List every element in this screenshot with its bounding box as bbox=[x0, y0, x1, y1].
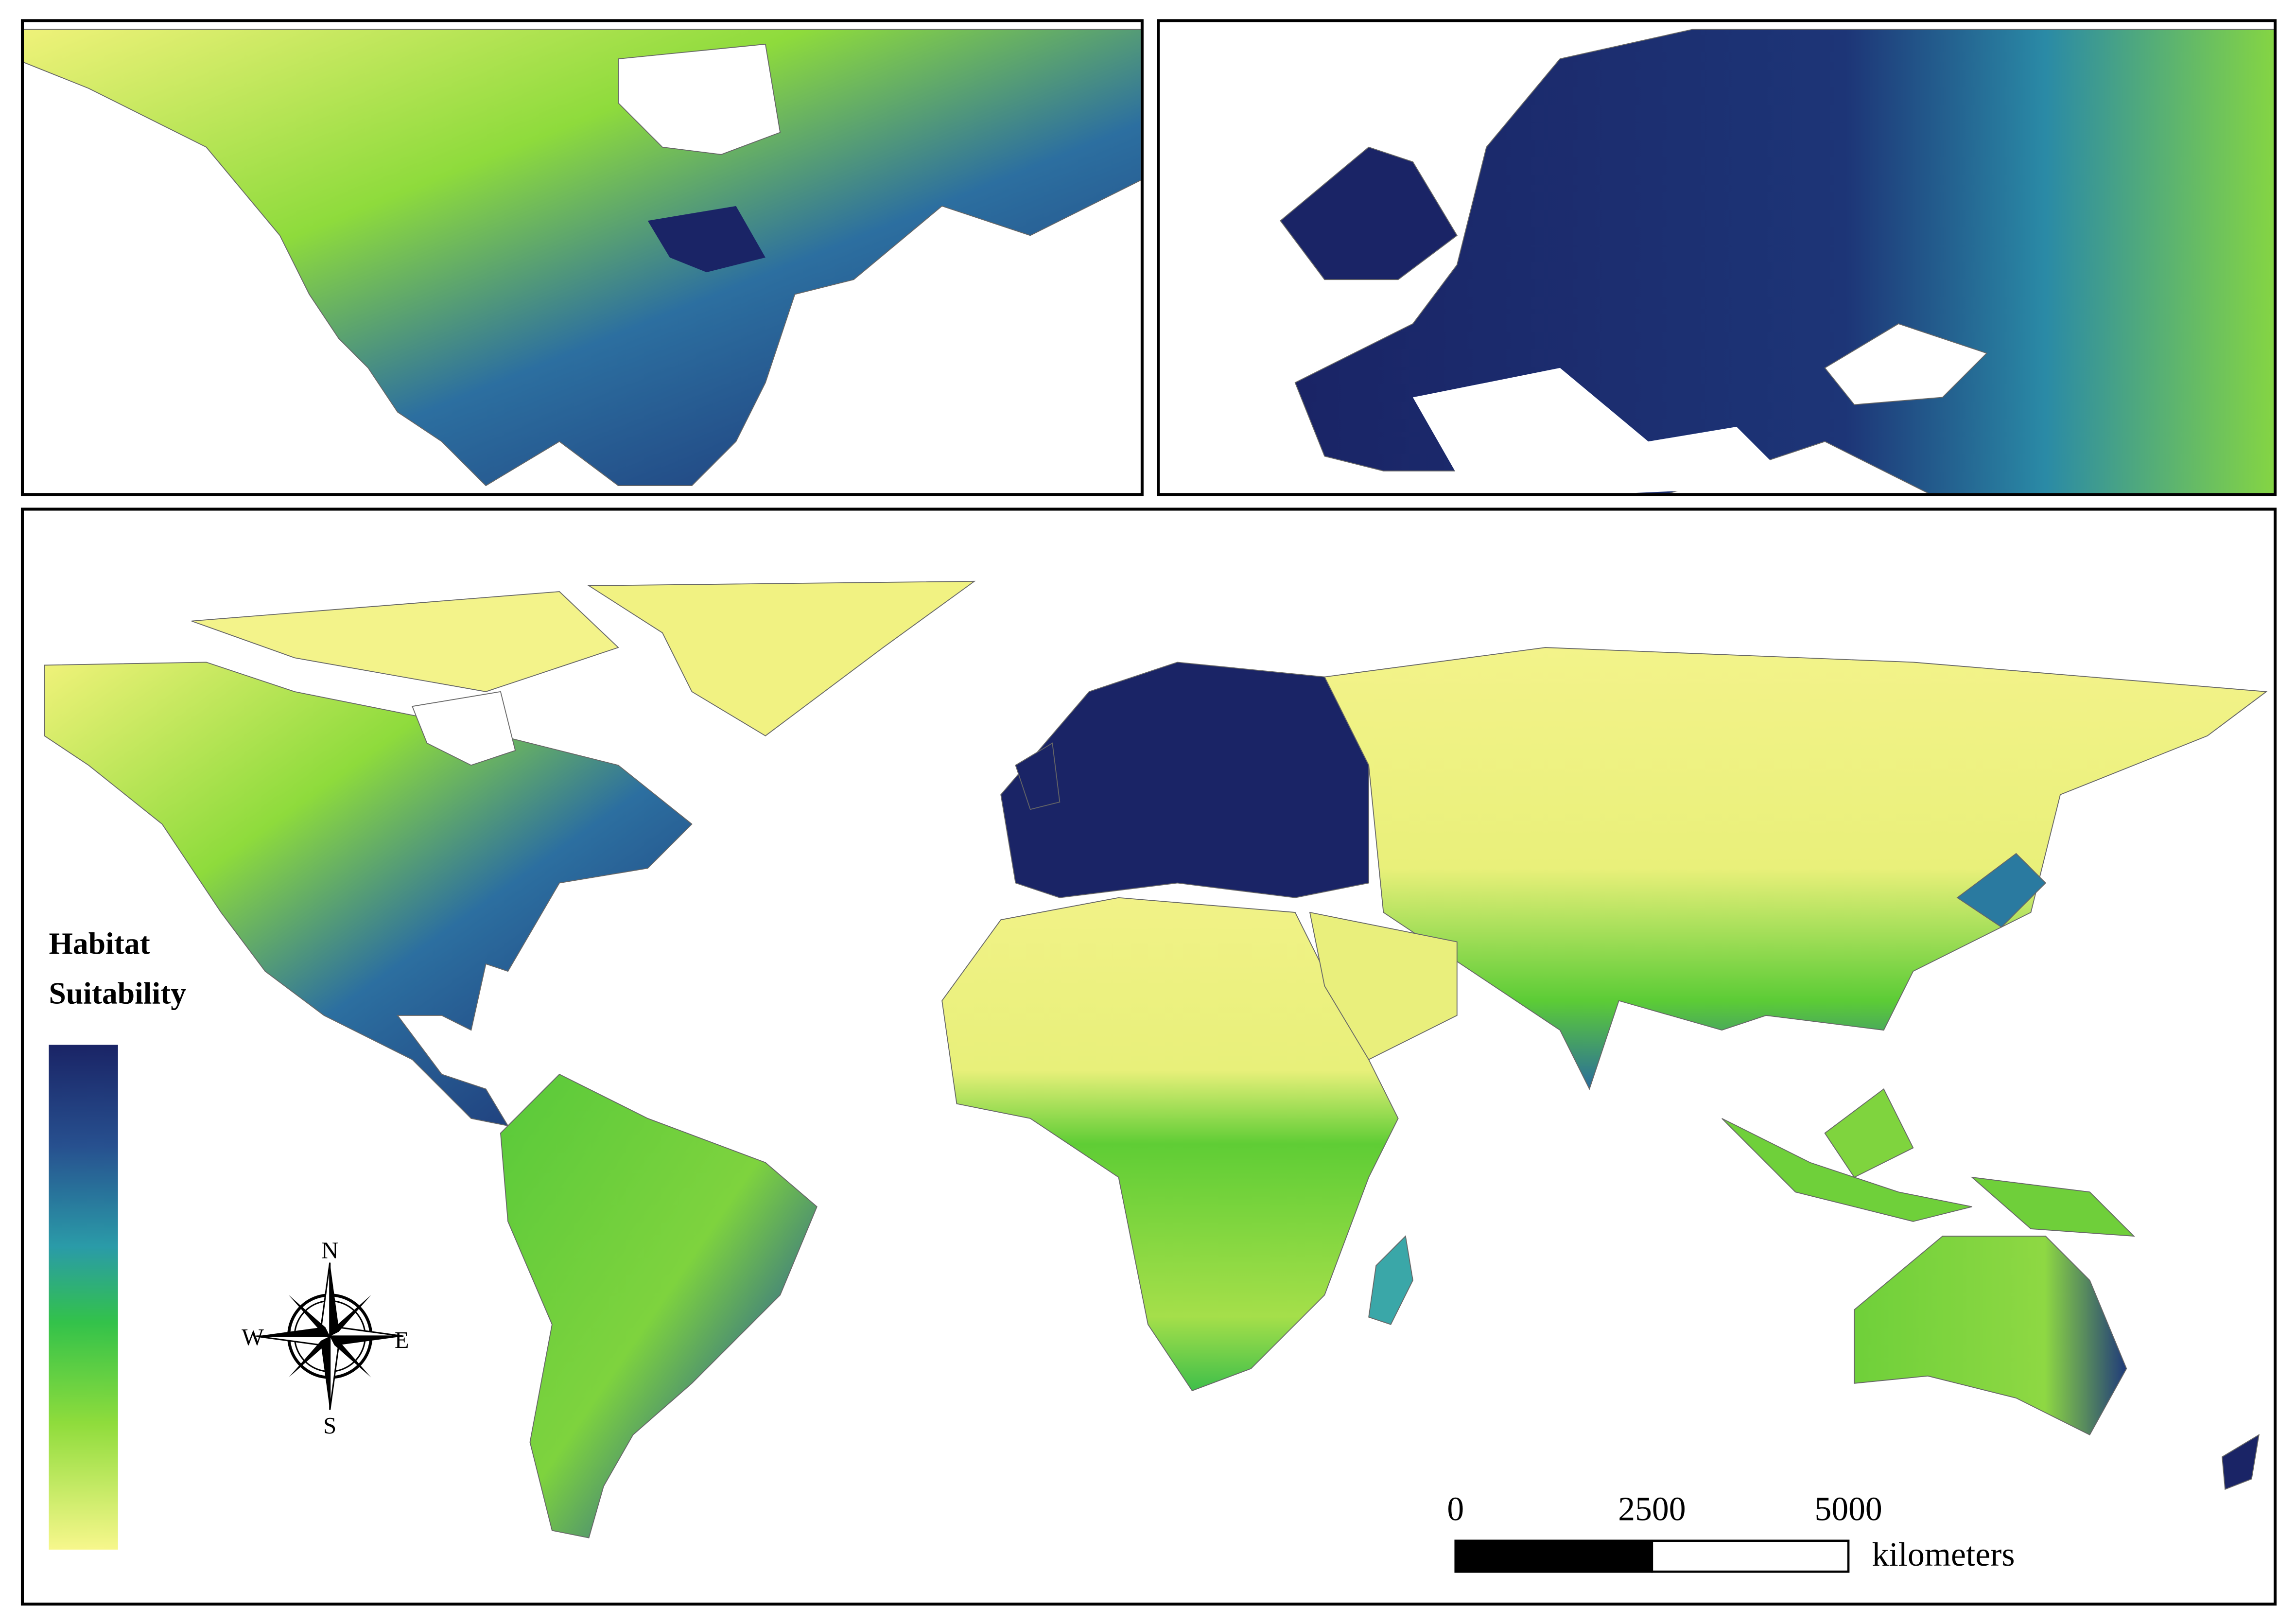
world-map bbox=[44, 580, 2268, 1538]
scale-unit: kilometers bbox=[1872, 1536, 2015, 1573]
compass-point bbox=[330, 1336, 371, 1378]
land bbox=[1000, 662, 1370, 898]
land bbox=[2222, 1433, 2260, 1490]
hudson-bay bbox=[618, 43, 781, 155]
compass-point bbox=[288, 1295, 330, 1336]
inset-frame bbox=[1157, 19, 2277, 496]
mediterranean bbox=[1412, 367, 1796, 493]
inset-frame bbox=[20, 19, 1144, 496]
land bbox=[1309, 911, 1458, 1060]
land bbox=[500, 1073, 818, 1538]
hudson-bay bbox=[412, 691, 516, 766]
europe-inset bbox=[1280, 29, 2274, 493]
compass-label: W bbox=[242, 1325, 264, 1350]
compass-label: E bbox=[395, 1328, 409, 1353]
land bbox=[1323, 647, 2268, 1090]
land bbox=[1970, 1176, 2135, 1237]
land bbox=[941, 897, 1399, 1392]
scale-segment bbox=[1454, 1539, 1653, 1573]
compass-label: S bbox=[323, 1413, 336, 1439]
great-lakes bbox=[647, 206, 765, 273]
black-sea bbox=[1824, 323, 1988, 405]
land bbox=[1015, 742, 1061, 810]
land bbox=[24, 29, 1141, 487]
scale-segment bbox=[1651, 1539, 1850, 1573]
legend-title: Suitability bbox=[49, 976, 186, 1011]
land bbox=[191, 591, 619, 692]
land bbox=[587, 580, 976, 736]
compass-point bbox=[256, 1327, 330, 1336]
land bbox=[1368, 1235, 1413, 1325]
land bbox=[1722, 1118, 1972, 1222]
compass-point bbox=[330, 1336, 404, 1345]
compass-point bbox=[330, 1262, 339, 1336]
scale-tick-label: 5000 bbox=[1814, 1490, 1882, 1528]
land bbox=[44, 662, 693, 1127]
compass-point bbox=[330, 1295, 371, 1336]
land bbox=[1280, 146, 1458, 280]
north-america-inset bbox=[24, 29, 1141, 487]
compass-point bbox=[321, 1336, 330, 1410]
color-ramp bbox=[49, 1045, 118, 1550]
legend-title: Habitat bbox=[49, 926, 150, 961]
land bbox=[1956, 853, 2047, 928]
scale-tick-label: 0 bbox=[1447, 1490, 1464, 1528]
legend: Habitat Suitability bbox=[49, 926, 186, 1550]
scale-bar: kilometers 0 2500 5000 bbox=[1447, 1490, 2015, 1573]
land bbox=[1824, 1088, 1914, 1178]
land bbox=[1854, 1236, 2127, 1435]
main-frame bbox=[20, 507, 2277, 1606]
north-arrow: N S E W bbox=[242, 1238, 409, 1438]
compass-point bbox=[288, 1336, 330, 1378]
scale-tick-label: 2500 bbox=[1618, 1490, 1686, 1528]
compass-label: N bbox=[321, 1238, 338, 1263]
